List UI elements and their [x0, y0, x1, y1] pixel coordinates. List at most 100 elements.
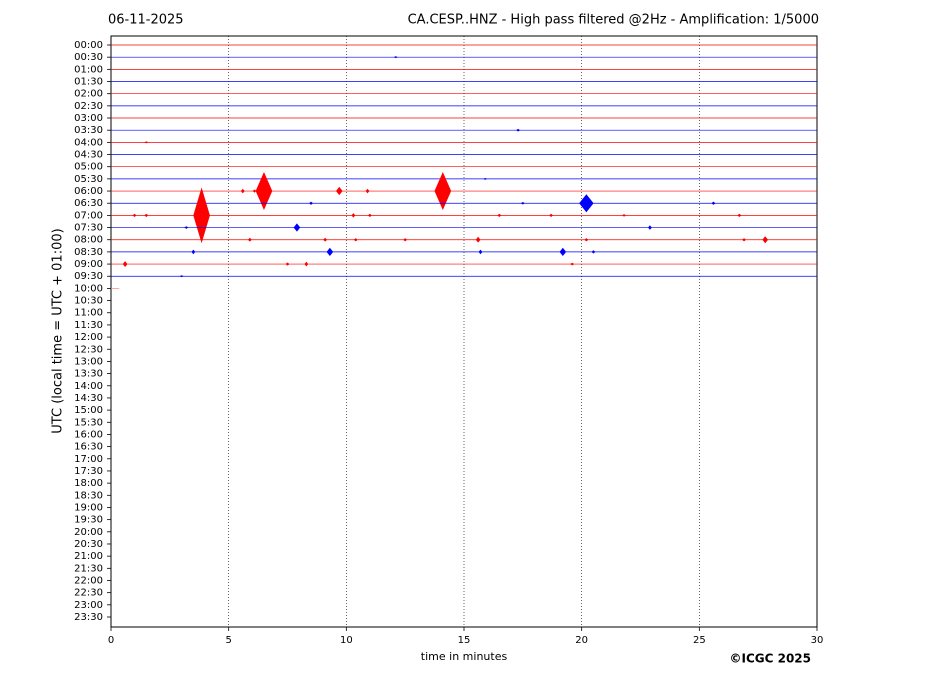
y-tick-label: 09:30 — [74, 271, 103, 282]
y-tick-label: 10:00 — [74, 283, 103, 294]
y-tick-label: 04:00 — [74, 137, 103, 148]
y-tick-label: 22:00 — [74, 575, 103, 586]
y-tick-label: 01:30 — [74, 77, 103, 88]
seismic-burst — [516, 128, 521, 132]
seismic-burst — [252, 189, 257, 193]
seismic-burst — [497, 213, 502, 217]
y-tick-label: 02:00 — [74, 89, 103, 100]
y-tick-label: 00:30 — [74, 52, 103, 63]
y-tick-label: 05:30 — [74, 174, 103, 185]
credit: ©ICGC 2025 — [729, 652, 811, 666]
seismic-burst — [304, 261, 309, 267]
y-tick-label: 06:30 — [74, 198, 103, 209]
y-tick-label: 23:00 — [74, 600, 103, 611]
y-tick-label: 11:00 — [74, 308, 103, 319]
seismic-burst — [326, 247, 334, 257]
y-tick-label: 08:30 — [74, 247, 103, 258]
seismic-burst — [144, 213, 149, 217]
y-tick-label: 15:30 — [74, 417, 103, 428]
y-tick-label: 14:00 — [74, 381, 103, 392]
y-tick-label: 13:30 — [74, 369, 103, 380]
y-tick-label: 16:00 — [74, 429, 103, 440]
seismic-burst — [520, 201, 525, 205]
x-tick-label: 0 — [108, 635, 114, 646]
seismic-burst — [482, 177, 488, 180]
seismic-burst — [255, 172, 273, 211]
seismic-burst — [711, 201, 716, 205]
x-axis-label: time in minutes — [421, 650, 508, 663]
seismic-burst — [353, 238, 358, 242]
seismic-burst — [285, 262, 290, 266]
x-tick-label: 5 — [225, 635, 231, 646]
y-tick-label: 23:30 — [74, 612, 103, 623]
seismic-burst — [179, 275, 184, 278]
seismic-burst — [293, 223, 301, 232]
y-tick-label: 03:00 — [74, 113, 103, 124]
y-tick-label: 17:30 — [74, 466, 103, 477]
seismic-burst — [648, 225, 652, 230]
seismic-burst — [351, 213, 356, 218]
seismic-burst — [335, 186, 343, 196]
plot-frame — [110, 35, 818, 628]
y-tick-label: 03:30 — [74, 125, 103, 136]
y-tick-label: 16:30 — [74, 442, 103, 453]
seismic-burst — [393, 56, 399, 59]
y-tick-label: 10:30 — [74, 296, 103, 307]
seismic-burst — [365, 188, 370, 194]
y-tick-label: 21:30 — [74, 563, 103, 574]
seismic-burst — [309, 201, 314, 205]
seismic-burst — [367, 213, 372, 217]
seismic-burst — [742, 238, 747, 242]
x-tick-label: 25 — [693, 635, 706, 646]
y-tick-label: 18:30 — [74, 490, 103, 501]
y-tick-label: 12:00 — [74, 332, 103, 343]
seismic-burst — [323, 237, 328, 242]
y-tick-label: 12:30 — [74, 344, 103, 355]
y-tick-label: 19:30 — [74, 515, 103, 526]
seismic-burst — [122, 261, 128, 267]
seismic-burst — [184, 226, 189, 229]
y-tick-label: 20:30 — [74, 539, 103, 550]
seismic-burst — [762, 236, 769, 244]
seismic-burst — [247, 237, 252, 242]
seismic-burst — [570, 262, 575, 266]
seismic-burst — [579, 194, 594, 213]
seismic-burst — [434, 172, 452, 211]
y-tick-label: 11:30 — [74, 320, 103, 331]
x-tick-label: 20 — [575, 635, 588, 646]
seismic-burst — [478, 249, 483, 255]
seismic-burst — [475, 236, 481, 243]
x-tick-label: 10 — [340, 635, 353, 646]
y-tick-label: 19:00 — [74, 502, 103, 513]
chart-title: CA.CESP..HNZ - High pass filtered @2Hz -… — [408, 13, 819, 28]
y-tick-label: 17:00 — [74, 454, 103, 465]
seismic-burst — [559, 247, 567, 257]
seismic-burst — [621, 214, 627, 217]
seismic-burst — [191, 249, 196, 255]
x-tick-label: 15 — [458, 635, 471, 646]
y-tick-label: 14:30 — [74, 393, 103, 404]
y-tick-label: 18:00 — [74, 478, 103, 489]
y-tick-label: 04:30 — [74, 150, 103, 161]
seismic-burst — [737, 213, 742, 217]
seismic-burst — [240, 188, 245, 194]
y-tick-label: 06:00 — [74, 186, 103, 197]
y-tick-label: 08:00 — [74, 235, 103, 246]
y-tick-label: 21:00 — [74, 551, 103, 562]
y-tick-label: 01:00 — [74, 64, 103, 75]
y-axis-label: UTC (local time = UTC + 01:00) — [51, 228, 66, 433]
x-tick-label: 30 — [811, 635, 824, 646]
y-tick-label: 22:30 — [74, 588, 103, 599]
seismic-burst — [403, 238, 408, 242]
y-tick-label: 13:00 — [74, 356, 103, 367]
seismic-burst — [193, 187, 210, 244]
seismic-burst — [132, 213, 137, 217]
date: 06-11-2025 — [108, 13, 184, 28]
y-tick-label: 09:00 — [74, 259, 103, 270]
y-tick-label: 15:00 — [74, 405, 103, 416]
seismic-burst — [549, 213, 554, 217]
y-tick-label: 05:00 — [74, 162, 103, 173]
y-tick-label: 07:30 — [74, 223, 103, 234]
y-tick-label: 00:00 — [74, 40, 103, 51]
